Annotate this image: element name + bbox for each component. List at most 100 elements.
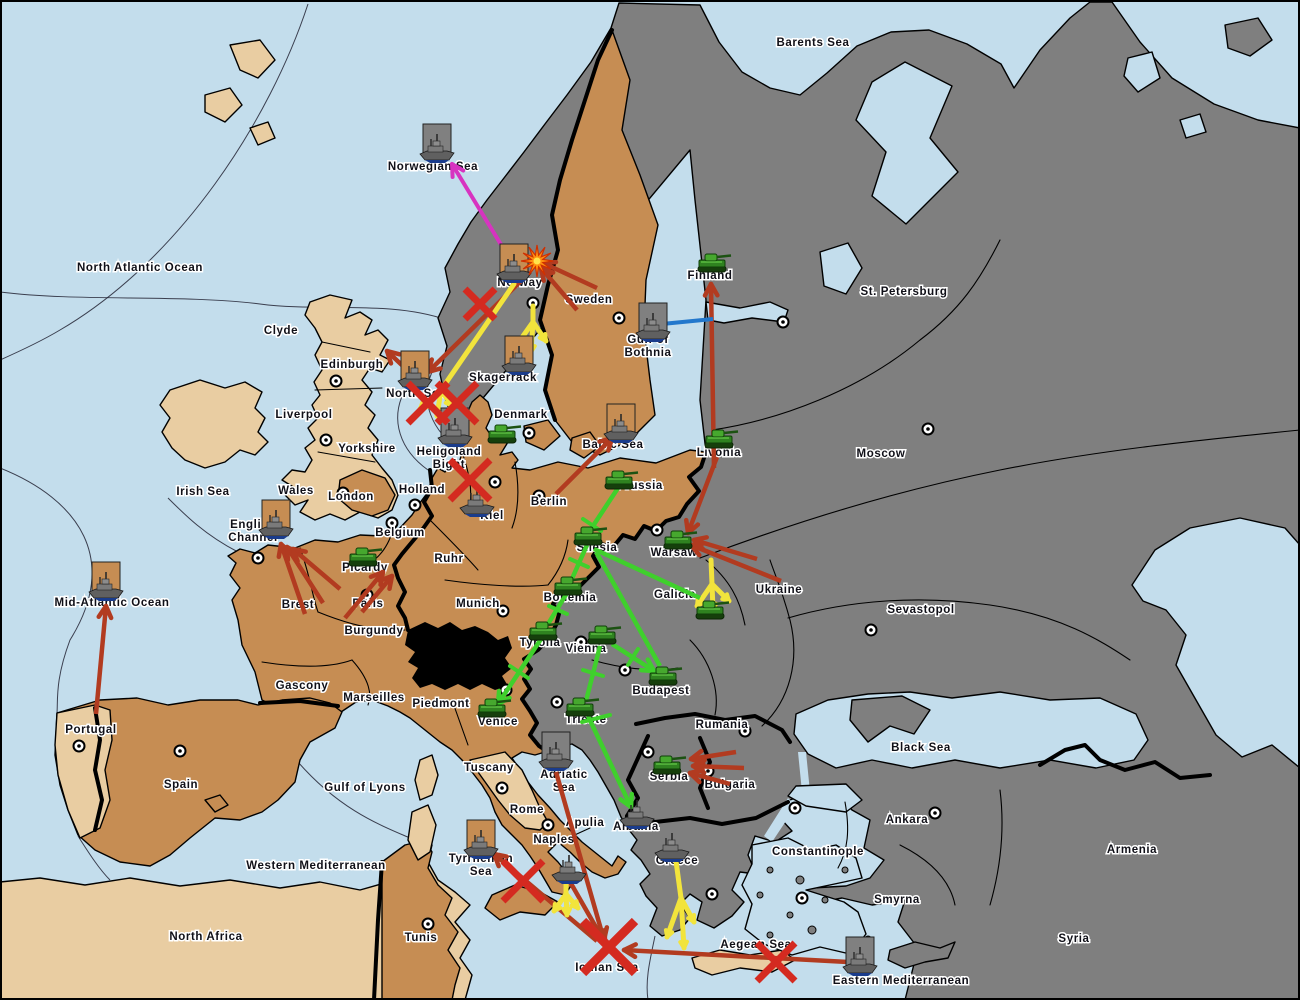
unit-army-venice[interactable] (477, 698, 512, 718)
unit-army-budapest[interactable] (648, 666, 683, 686)
unit-army-tyrolia[interactable] (528, 621, 563, 641)
supply-center-dot (72, 739, 86, 753)
label-sevastopol: Sevastopol (887, 604, 954, 616)
supply-center-dot (251, 551, 265, 565)
unit-fleet-gulf-of-bothnia[interactable] (635, 302, 671, 342)
label-syria: Syria (1058, 933, 1089, 945)
dardanelles-water (764, 798, 796, 842)
supply-center-dot (795, 891, 809, 905)
unit-army-denmark[interactable] (487, 424, 522, 444)
supply-center-dot (532, 489, 546, 503)
unit-army-prussia[interactable] (604, 470, 639, 490)
order-move-red (691, 535, 758, 562)
unit-fleet-mid-atlantic-ocean[interactable] (88, 561, 124, 601)
order-support-green (594, 550, 662, 668)
island-north-1 (229, 39, 276, 79)
crimea-peninsula (849, 695, 931, 743)
supply-center-dot (928, 806, 942, 820)
supply-center-dot (550, 695, 564, 709)
order-tick-green (626, 647, 640, 667)
unit-army-serbia[interactable] (652, 755, 687, 775)
label-wales: Wales (278, 485, 314, 497)
label-western-mediterranean: Western Mediterranean (246, 860, 386, 872)
unit-fleet-tyrrhenian-sea[interactable] (463, 819, 499, 859)
unit-fleet-skagerrack[interactable] (501, 335, 537, 375)
landmass-iberia (54, 697, 343, 867)
label-denmark: Denmark (494, 409, 547, 421)
label-marseilles: Marseilles (343, 692, 405, 704)
lake-ne-2 (1179, 113, 1207, 139)
label-yorkshire: Yorkshire (338, 443, 396, 455)
supply-center-dot (319, 433, 333, 447)
label-venice: Venice (478, 716, 518, 728)
label-rumania: Rumania (696, 719, 749, 731)
label-livonia: Livonia (697, 447, 741, 459)
supply-center-dot (522, 426, 536, 440)
markers-layer (405, 244, 798, 984)
supply-centers-layer (72, 296, 942, 931)
unit-fleet-kiel[interactable] (459, 488, 495, 517)
unit-fleet-albania[interactable] (619, 800, 655, 829)
bounce-x-marker (462, 286, 498, 322)
label-ruhr: Ruhr (434, 553, 463, 565)
bounce-x-marker (754, 940, 798, 984)
order-retreat-fan-yellow (663, 858, 697, 951)
label-edinburgh: Edinburgh (321, 359, 384, 371)
unit-army-picardy[interactable] (348, 547, 383, 567)
label-brest: Brest (282, 599, 314, 611)
order-move-red (683, 456, 720, 536)
unit-fleet-adriatic-sea[interactable] (538, 731, 574, 771)
unit-army-vienna[interactable] (587, 625, 622, 645)
unit-fleet-greece[interactable] (654, 833, 690, 862)
order-move-red (93, 603, 114, 715)
province-borders (261, 239, 1300, 906)
supply-center-dot (173, 744, 187, 758)
supply-center-dot (705, 887, 719, 901)
label-clyde: Clyde (264, 325, 298, 337)
unit-army-galicia[interactable] (695, 600, 730, 620)
unit-fleet-eastern-mediterranean[interactable] (842, 936, 878, 976)
unit-army-bohemia[interactable] (553, 576, 588, 596)
unit-fleet-baltic-sea[interactable] (603, 403, 639, 443)
supply-center-dot (488, 475, 502, 489)
unit-army-finland[interactable] (697, 253, 732, 273)
unit-fleet-naples[interactable] (551, 855, 587, 884)
unit-fleet-english-channel[interactable] (258, 499, 294, 539)
supply-center-dot (574, 635, 588, 649)
label-spain: Spain (164, 779, 198, 791)
label-tuscany: Tuscany (464, 762, 514, 774)
supply-center-dot (864, 623, 878, 637)
unit-fleet-norwegian-sea[interactable] (419, 123, 455, 163)
label-ankara: Ankara (886, 814, 929, 826)
supply-center-dot (385, 516, 399, 530)
order-support-green (589, 486, 620, 531)
caspian-sea-water (1131, 517, 1300, 769)
unit-army-silesia[interactable] (573, 526, 608, 546)
island-cyprus (887, 941, 956, 969)
supply-center-dot (788, 801, 802, 815)
order-move-red (621, 942, 849, 965)
supply-center-dot (776, 315, 790, 329)
region-switzerland-impassable (405, 622, 512, 690)
label-holland: Holland (399, 484, 445, 496)
label-berlin: Berlin (531, 496, 567, 508)
unit-fleet-north-sea[interactable] (397, 350, 433, 390)
order-tick-green (581, 668, 605, 678)
bounce-x-marker (500, 858, 546, 904)
supply-center-dot (495, 781, 509, 795)
island-denmark-2 (569, 431, 601, 459)
label-north-africa: North Africa (169, 931, 242, 943)
label-constantinople: Constantinople (772, 846, 864, 858)
label-apulia: Apulia (566, 817, 605, 829)
label-barents-sea: Barents Sea (776, 37, 849, 49)
unit-army-warsaw[interactable] (663, 530, 698, 550)
unit-fleet-norway[interactable] (496, 243, 532, 283)
unit-army-trieste[interactable] (565, 697, 600, 717)
label-london: London (328, 491, 374, 503)
label-sweden: Sweden (565, 294, 612, 306)
unit-army-livonia[interactable] (704, 429, 739, 449)
